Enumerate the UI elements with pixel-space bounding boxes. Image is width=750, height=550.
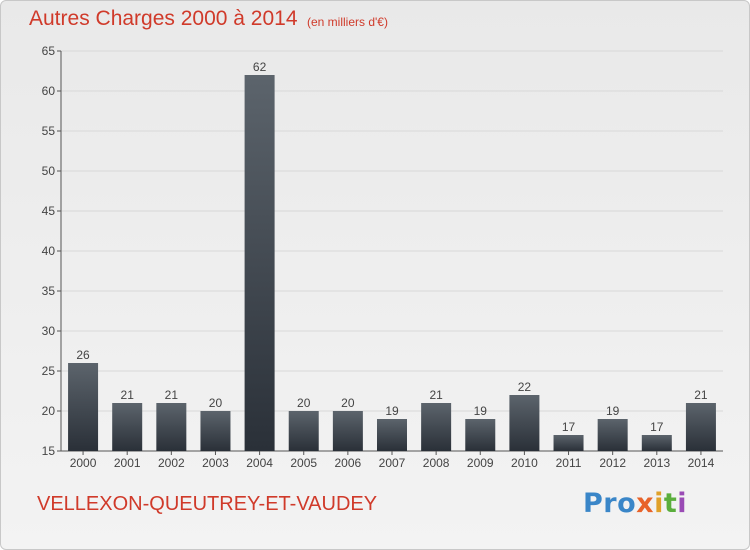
x-tick-label: 2014 [688,456,715,470]
bar [685,403,716,451]
bar [509,395,540,451]
data-label: 21 [694,388,708,402]
bar [553,435,584,451]
x-tick-label: 2013 [643,456,670,470]
x-tick-label: 2008 [423,456,450,470]
data-label: 17 [562,420,576,434]
y-tick-label: 65 [42,44,56,58]
x-tick-label: 2007 [379,456,406,470]
x-tick-label: 2001 [114,456,141,470]
bar [377,419,407,451]
x-tick-label: 2002 [158,456,185,470]
bar [68,363,99,451]
x-tick-label: 2011 [556,456,582,470]
data-label: 19 [474,404,488,418]
commune-name: VELLEXON-QUEUTREY-ET-VAUDEY [37,493,378,515]
proxiti-logo: Proxiti [583,488,687,519]
y-tick-label: 20 [42,404,56,418]
logo-part: i [654,488,664,519]
data-label: 21 [165,388,179,402]
bar [641,435,672,451]
data-label: 21 [429,388,443,402]
bar [465,419,496,451]
y-tick-label: 45 [42,204,56,218]
data-label: 20 [297,396,311,410]
bar [244,75,275,451]
y-tick-label: 60 [42,84,56,98]
bar [200,411,231,451]
y-tick-label: 15 [42,444,56,458]
data-label: 20 [209,396,223,410]
bar [156,403,187,451]
bar [112,403,143,451]
y-tick-label: 35 [42,284,56,298]
data-label: 19 [606,404,620,418]
data-label: 17 [650,420,664,434]
y-tick-label: 30 [42,324,56,338]
x-tick-label: 2003 [202,456,229,470]
bar [332,411,363,451]
y-tick-label: 25 [42,364,56,378]
data-label: 22 [518,380,532,394]
y-tick-label: 50 [42,164,56,178]
logo-part: x [636,488,655,519]
x-tick-label: 2009 [467,456,494,470]
x-tick-label: 2012 [599,456,626,470]
data-label: 21 [121,388,135,402]
x-tick-label: 2010 [511,456,538,470]
bar [288,411,319,451]
chart-unit: (en milliers d'€) [307,15,388,29]
bar [421,403,452,451]
logo-part: Pro [583,488,637,519]
y-tick-label: 40 [42,244,56,258]
data-label: 62 [253,60,267,74]
data-label: 26 [76,348,90,362]
data-label: 20 [341,396,355,410]
logo-part: t [663,488,678,519]
data-label: 19 [385,404,399,418]
x-tick-label: 2006 [335,456,362,470]
chart-title: Autres Charges 2000 à 2014 [29,7,298,30]
x-tick-label: 2005 [290,456,317,470]
bar [597,419,628,451]
x-tick-label: 2004 [246,456,273,470]
x-tick-label: 2000 [70,456,97,470]
logo-part: i [677,488,688,519]
y-tick-label: 55 [42,124,56,138]
